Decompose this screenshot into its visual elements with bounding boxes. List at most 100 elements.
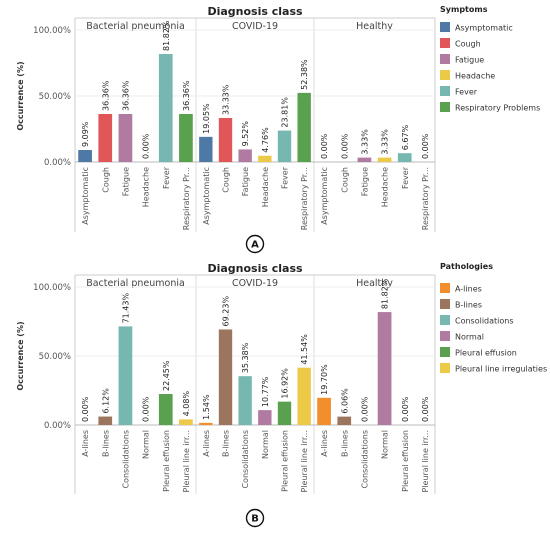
- legend-swatch: [440, 102, 450, 112]
- chart-panel-A: Diagnosis class Bacterial pneumonia COVID-…: [16, 5, 540, 254]
- bar: [238, 376, 252, 425]
- data-label: 36.36%: [121, 80, 130, 111]
- data-label: 6.67%: [401, 124, 410, 150]
- bar: [377, 157, 392, 162]
- data-label: 0.00%: [81, 396, 90, 422]
- bar: [297, 92, 311, 162]
- bar: [238, 149, 252, 162]
- bar: [337, 416, 352, 425]
- bar: [397, 153, 412, 162]
- bar: [277, 401, 292, 425]
- bar: [98, 416, 113, 425]
- data-label: 35.38%: [241, 342, 250, 373]
- y-axis-label: Occurrence (%): [16, 321, 25, 390]
- data-label: 69.23%: [222, 296, 231, 327]
- y-tick-label: 0.00%: [44, 158, 71, 168]
- data-label: 81.82%: [381, 278, 390, 309]
- x-tick-label: Consolidations: [360, 430, 369, 489]
- y-axis-label: Occurrence (%): [16, 61, 25, 130]
- x-tick-label: Asymptomatic: [81, 167, 90, 225]
- data-label: 9.52%: [241, 121, 250, 147]
- data-label: 0.00%: [421, 133, 430, 159]
- legend-swatch: [440, 315, 450, 325]
- bar: [277, 130, 292, 162]
- group-header: Bacterial pneumonia: [86, 278, 185, 289]
- legend-item: Fever: [455, 88, 478, 97]
- y-tick-label: 100.00%: [33, 26, 71, 36]
- x-tick-label: Cough: [101, 167, 110, 193]
- x-tick-label: Respiratory Pr...: [300, 167, 309, 230]
- x-tick-label: Fever: [281, 166, 290, 189]
- legend-item: Fatigue: [455, 56, 484, 65]
- bar: [199, 422, 213, 425]
- data-label: 36.36%: [182, 80, 191, 111]
- data-label: 6.12%: [101, 388, 110, 414]
- x-tick-label: A-lines: [81, 430, 90, 457]
- x-tick-label: Headache: [381, 167, 390, 207]
- x-tick-label: B-lines: [222, 430, 231, 457]
- legend-swatch: [440, 363, 450, 373]
- data-label: 19.05%: [202, 103, 211, 134]
- bar: [297, 367, 311, 425]
- x-tick-label: Fever: [162, 166, 171, 189]
- legend-item: Normal: [455, 333, 484, 342]
- bar: [78, 150, 92, 162]
- x-tick-label: Normal: [142, 430, 151, 459]
- legend-title: Pathologies: [440, 262, 493, 271]
- bar: [258, 155, 272, 162]
- data-label: 52.38%: [300, 59, 309, 90]
- panel-label: A: [251, 240, 259, 251]
- data-label: 1.54%: [202, 394, 211, 420]
- bar: [158, 53, 173, 162]
- x-tick-label: Normal: [261, 430, 270, 459]
- x-tick-label: Consolidations: [241, 430, 250, 489]
- data-label: 6.06%: [340, 388, 349, 414]
- y-tick-label: 50.00%: [39, 92, 71, 102]
- legend-swatch: [440, 38, 450, 48]
- bar: [158, 394, 173, 425]
- data-label: 23.81%: [281, 97, 290, 128]
- x-tick-label: Cough: [340, 167, 349, 193]
- x-tick-label: A-lines: [202, 430, 211, 457]
- data-label: 0.00%: [360, 396, 369, 422]
- legend-item: Pleural effusion: [455, 349, 517, 358]
- bar: [218, 118, 233, 162]
- data-label: 4.76%: [261, 127, 270, 153]
- legend-title: Symptoms: [440, 5, 488, 14]
- bar: [98, 114, 113, 162]
- bar: [179, 114, 193, 162]
- x-tick-label: B-lines: [101, 430, 110, 457]
- data-label: 22.45%: [162, 360, 171, 391]
- data-label: 16.92%: [281, 368, 290, 399]
- x-tick-label: Pleural line irr...: [421, 430, 430, 493]
- bar: [317, 397, 331, 425]
- legend-swatch: [440, 347, 450, 357]
- chart-title: Diagnosis class: [207, 262, 303, 275]
- data-label: 36.36%: [101, 80, 110, 111]
- data-label: 3.33%: [381, 129, 390, 155]
- bar: [377, 312, 392, 425]
- data-label: 0.00%: [340, 133, 349, 159]
- data-label: 0.00%: [142, 396, 151, 422]
- chart-panel-B: Diagnosis class Bacterial pneumonia COVID-…: [16, 262, 547, 528]
- x-tick-label: Cough: [222, 167, 231, 193]
- x-tick-label: Fatigue: [360, 167, 369, 196]
- panel-label-circle: [245, 234, 265, 254]
- legend-swatch: [440, 86, 450, 96]
- group-header: COVID-19: [232, 21, 278, 32]
- group-header: COVID-19: [232, 278, 278, 289]
- legend-item: Consolidations: [455, 317, 514, 326]
- group-header: Bacterial pneumonia: [86, 21, 185, 32]
- legend-swatch: [440, 283, 450, 293]
- x-tick-label: Pleural effusion: [281, 430, 290, 492]
- legend-swatch: [440, 54, 450, 64]
- group-header: Healthy: [356, 21, 393, 32]
- x-tick-label: Pleural line irr...: [300, 430, 309, 493]
- bar: [118, 114, 133, 162]
- y-tick-label: 100.00%: [33, 283, 71, 293]
- x-tick-label: Fatigue: [121, 167, 130, 196]
- legend-swatch: [440, 22, 450, 32]
- data-label: 0.00%: [421, 396, 430, 422]
- data-label: 41.54%: [300, 334, 309, 365]
